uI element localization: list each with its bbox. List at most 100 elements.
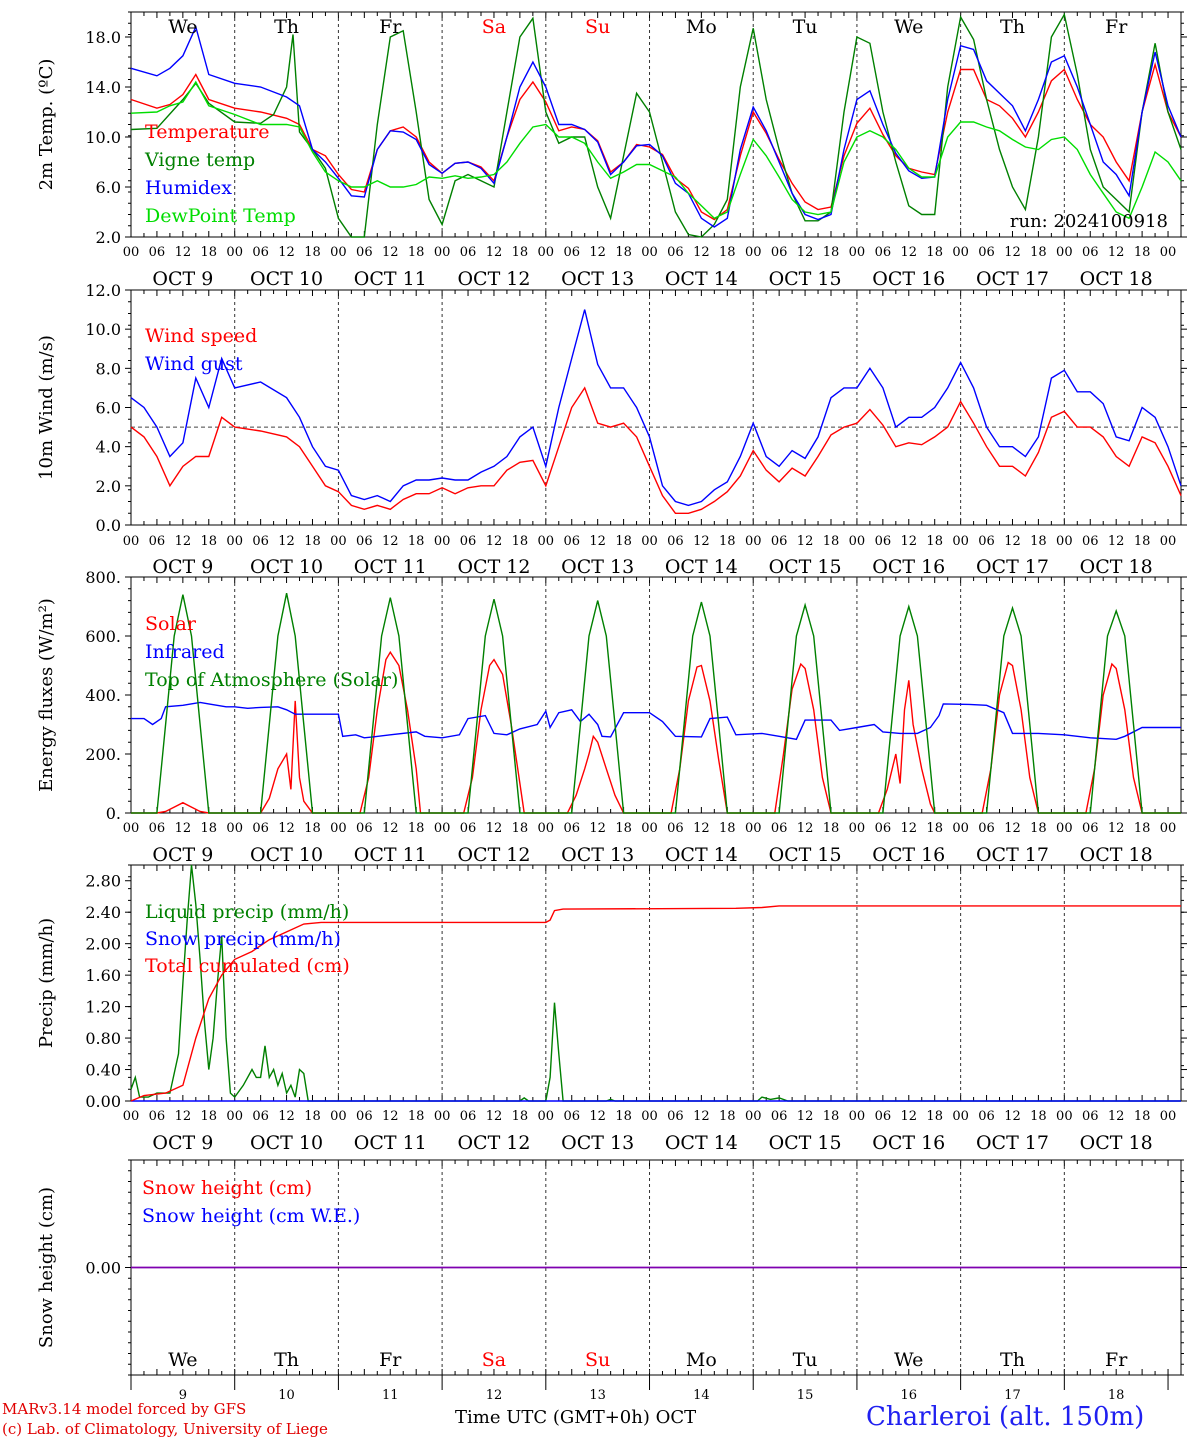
hour-label: 00 — [952, 821, 969, 836]
date-label: OCT 16 — [872, 844, 945, 866]
series-line-light_green — [130, 80, 1182, 220]
hour-label: 12 — [382, 1109, 399, 1124]
hour-label: 12 — [693, 821, 710, 836]
hour-label: 06 — [978, 1109, 995, 1124]
hour-label: 00 — [1056, 245, 1073, 260]
hour-label: 12 — [901, 245, 918, 260]
hour-label: 00 — [123, 1109, 140, 1124]
hour-label: 18 — [201, 1109, 218, 1124]
hour-label: 00 — [745, 821, 762, 836]
day-number-label: 14 — [693, 1388, 710, 1403]
hour-label: 06 — [771, 821, 788, 836]
hour-label: 00 — [1160, 1109, 1177, 1124]
hour-label: 18 — [1134, 821, 1151, 836]
weekday-label-top: Tu — [793, 16, 818, 38]
y-tick-label: 0.0 — [96, 516, 121, 535]
date-label: OCT 11 — [354, 268, 427, 290]
hour-label: 18 — [201, 821, 218, 836]
hour-label: 18 — [926, 245, 943, 260]
hour-label: 18 — [823, 1109, 840, 1124]
legend-entry: Infrared — [145, 641, 225, 663]
model-credit: MARv3.14 model forced by GFS — [2, 1400, 247, 1418]
y-minor-ticks — [128, 576, 1184, 814]
series-line-red — [130, 386, 1182, 514]
legend-entry: Snow precip (mm/h) — [145, 928, 341, 950]
date-label: OCT 16 — [872, 1132, 945, 1154]
hour-label: 00 — [538, 1109, 555, 1124]
hour-label: 00 — [641, 534, 658, 549]
series-line-blue — [130, 24, 1182, 228]
hour-label: 12 — [278, 245, 295, 260]
legend-entry: Temperature — [145, 121, 269, 143]
weekday-label-top: Th — [1000, 16, 1025, 38]
weekday-label-bottom: Fr — [379, 1349, 402, 1371]
hour-ticks-energy — [130, 577, 1182, 813]
hour-label: 06 — [1082, 245, 1099, 260]
date-label: OCT 16 — [872, 556, 945, 578]
date-label: OCT 12 — [457, 844, 530, 866]
date-label: OCT 15 — [769, 268, 842, 290]
hour-label: 18 — [719, 1109, 736, 1124]
hour-label: 18 — [926, 1109, 943, 1124]
date-label: OCT 10 — [250, 268, 323, 290]
hour-label: 12 — [1108, 245, 1125, 260]
weekday-label-bottom: Fr — [1105, 1349, 1128, 1371]
y-tick-label: 2.0 — [96, 228, 121, 247]
hour-label: 00 — [1056, 821, 1073, 836]
day-number-label: 16 — [901, 1388, 918, 1403]
date-label: OCT 14 — [665, 1132, 738, 1154]
date-label: OCT 18 — [1080, 268, 1153, 290]
date-label: OCT 12 — [457, 556, 530, 578]
hour-label: 06 — [563, 534, 580, 549]
hour-label: 06 — [563, 821, 580, 836]
day-number-label: 11 — [382, 1388, 399, 1403]
hour-label: 06 — [1082, 534, 1099, 549]
weekday-label-top: Mo — [686, 16, 717, 38]
date-label: OCT 18 — [1080, 844, 1153, 866]
hour-label: 00 — [434, 821, 451, 836]
weekday-label-bottom: Tu — [793, 1349, 818, 1371]
hour-label: 12 — [382, 821, 399, 836]
date-label: OCT 12 — [457, 1132, 530, 1154]
legend-entry: Snow height (cm W.E.) — [142, 1205, 360, 1227]
hour-label: 18 — [304, 534, 321, 549]
weekday-label-bottom: Mo — [686, 1349, 717, 1371]
hour-label: 00 — [849, 245, 866, 260]
date-label: OCT 16 — [872, 268, 945, 290]
date-label: OCT 14 — [665, 268, 738, 290]
date-label: OCT 15 — [769, 1132, 842, 1154]
legend-entry: DewPoint Temp — [145, 205, 296, 227]
hour-label: 12 — [693, 245, 710, 260]
y-tick-label: 12.0 — [85, 281, 121, 300]
hour-label: 06 — [1082, 821, 1099, 836]
hour-label: 00 — [745, 245, 762, 260]
hour-label: 18 — [408, 534, 425, 549]
hour-label: 18 — [512, 534, 529, 549]
y-tick-label: 10.0 — [85, 320, 121, 339]
hour-label: 00 — [434, 534, 451, 549]
hour-label: 00 — [330, 821, 347, 836]
hour-label: 00 — [226, 821, 243, 836]
y-tick-label: 600. — [85, 627, 121, 646]
hour-label: 06 — [252, 1109, 269, 1124]
hour-label: 18 — [512, 821, 529, 836]
hour-label: 06 — [149, 821, 166, 836]
hour-label: 06 — [978, 534, 995, 549]
y-axis-label: Precip (mm/h) — [36, 918, 57, 1048]
hour-label: 12 — [1108, 534, 1125, 549]
day-number-label: 10 — [278, 1388, 295, 1403]
hour-label: 00 — [434, 245, 451, 260]
y-tick-label: 4.0 — [96, 438, 121, 457]
weekday-label-top: We — [168, 16, 197, 38]
lab-credit: (c) Lab. of Climatology, University of L… — [2, 1420, 328, 1438]
hour-label: 12 — [1108, 1109, 1125, 1124]
legend-entry: Liquid precip (mm/h) — [145, 901, 349, 923]
hour-label: 12 — [278, 534, 295, 549]
y-tick-label: 800. — [85, 568, 121, 587]
hour-label: 12 — [175, 821, 192, 836]
legend-entry: Wind gust — [145, 353, 243, 375]
hour-label: 18 — [304, 1109, 321, 1124]
date-label: OCT 15 — [769, 844, 842, 866]
hour-label: 12 — [1108, 821, 1125, 836]
hour-label: 00 — [123, 534, 140, 549]
